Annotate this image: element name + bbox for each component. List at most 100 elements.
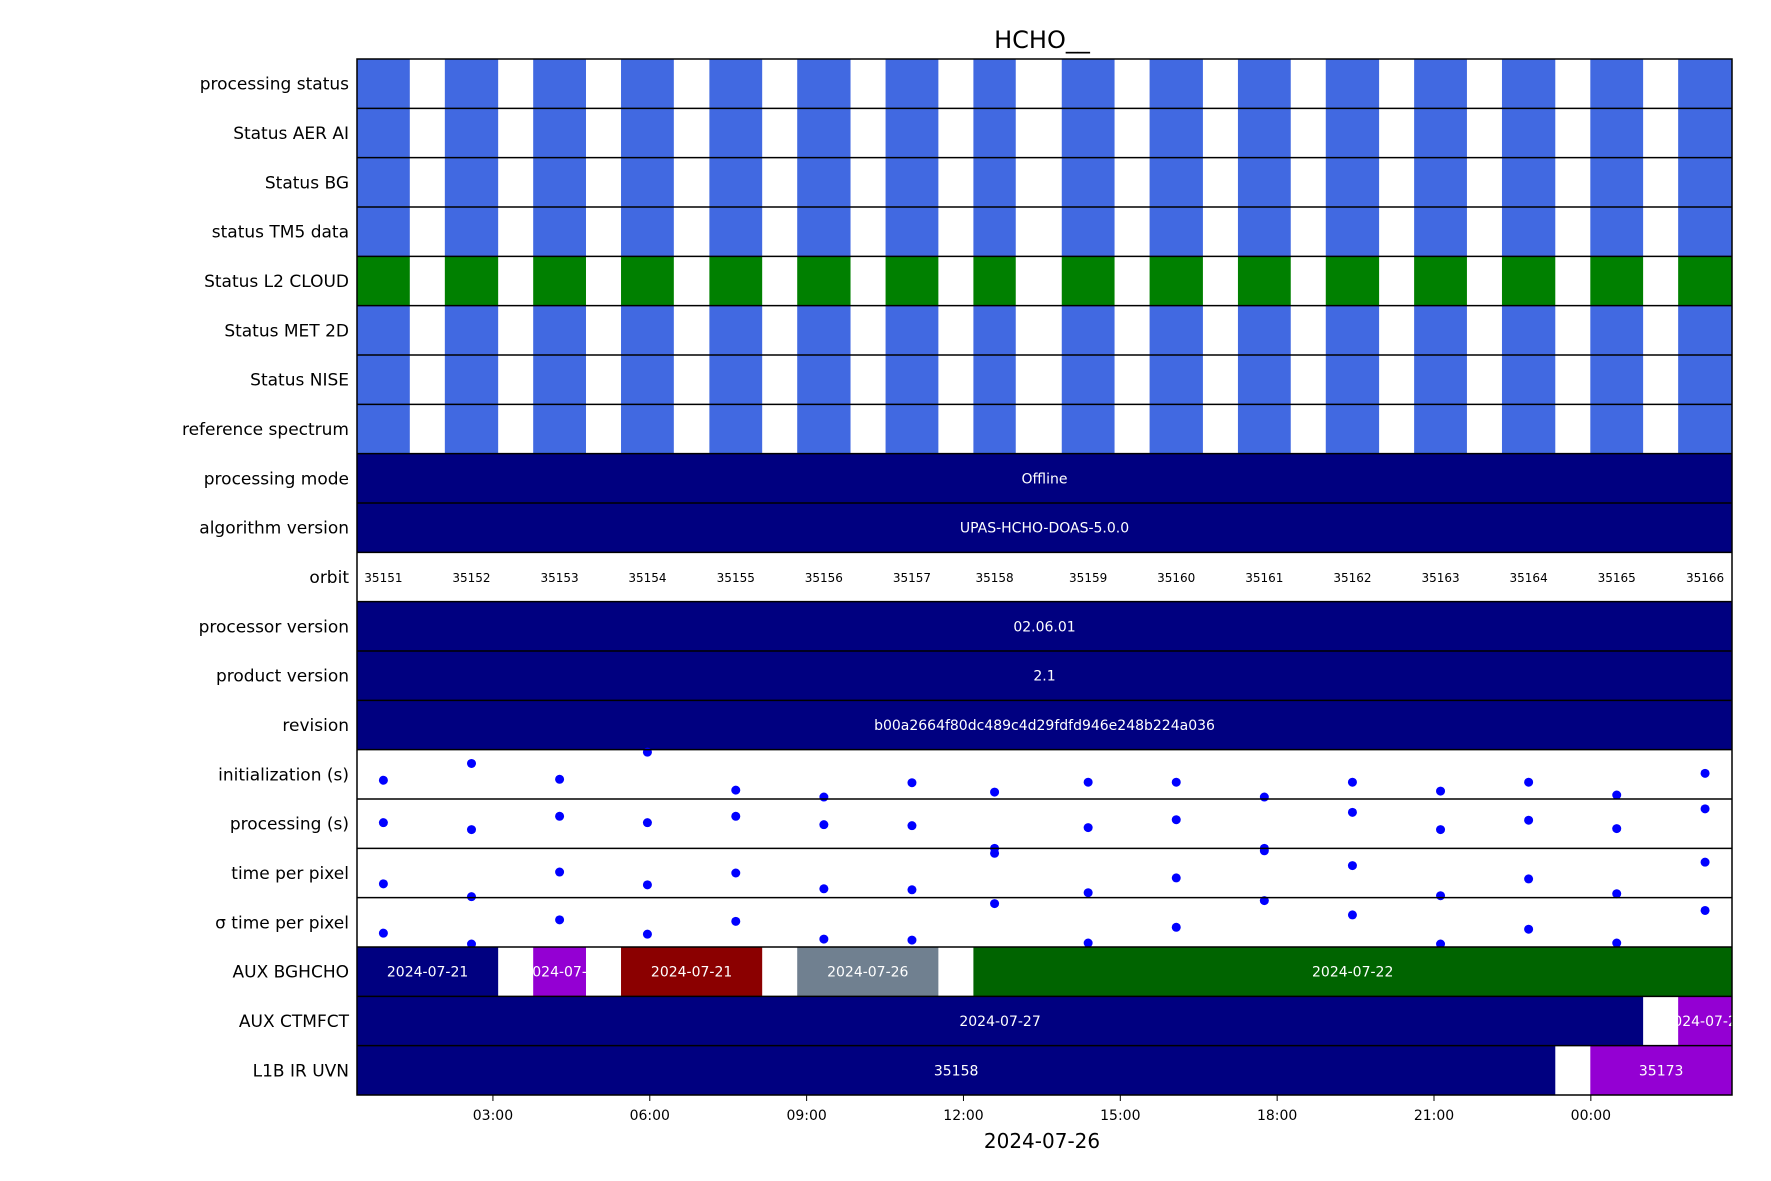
status-bar (973, 108, 1016, 158)
row-label: L1B IR UVN (253, 1061, 349, 1081)
status-bar (1414, 157, 1467, 207)
aux-segment-label: 2024-07-2 (523, 965, 595, 981)
data-point (466, 825, 476, 835)
x-tick-label: 21:00 (1414, 1108, 1454, 1124)
status-bar (797, 157, 851, 207)
status-bar (797, 256, 851, 306)
data-point (642, 818, 652, 828)
orbit-number: 35161 (1245, 571, 1283, 585)
row-label: time per pixel (231, 864, 349, 884)
status-bar (533, 256, 586, 306)
status-bar (357, 157, 410, 207)
status-bar (1501, 59, 1556, 109)
status-bar (621, 207, 674, 257)
status-bar (1678, 157, 1732, 207)
data-point (1171, 777, 1181, 787)
row-label: product version (216, 667, 349, 687)
data-point (1171, 922, 1181, 932)
data-point (819, 934, 829, 944)
data-point (1700, 905, 1710, 915)
aux-segment-label: 35158 (934, 1063, 979, 1079)
data-point (555, 811, 565, 821)
data-point (819, 884, 829, 894)
status-bar (1501, 108, 1556, 158)
row-label: Status AER AI (233, 124, 349, 144)
row-label: processing status (200, 75, 349, 95)
orbit-number: 35164 (1510, 571, 1548, 585)
status-bar (973, 59, 1016, 109)
status-bar (797, 355, 851, 405)
data-point (1524, 874, 1534, 884)
status-bar (1414, 59, 1467, 109)
status-bar (1237, 108, 1291, 158)
status-bar (797, 59, 851, 109)
aux-segment (797, 947, 939, 997)
aux-segment (533, 947, 586, 997)
status-bar (1678, 207, 1732, 257)
status-bar (797, 305, 851, 355)
status-bar (1325, 256, 1380, 306)
orbit-number: 35159 (1069, 571, 1107, 585)
status-bar (533, 404, 586, 454)
x-tick-label: 12:00 (943, 1108, 983, 1124)
orbit-number: 35156 (805, 571, 843, 585)
status-bar (444, 256, 499, 306)
status-bar (1325, 157, 1380, 207)
data-point (1347, 910, 1357, 920)
status-bar (973, 305, 1016, 355)
status-bar (621, 404, 674, 454)
aux-segment-label: 024-07-2 (1673, 1014, 1737, 1030)
data-point (466, 758, 476, 768)
data-point (555, 867, 565, 877)
status-bar (1678, 256, 1732, 306)
data-point (1524, 777, 1534, 787)
data-point (1524, 815, 1534, 825)
status-bar (1237, 157, 1291, 207)
status-bar (1590, 256, 1644, 306)
status-bar (1414, 108, 1467, 158)
row-label: Status BG (265, 173, 349, 193)
status-bar (1237, 256, 1291, 306)
data-point (731, 811, 741, 821)
orbit-number: 35163 (1421, 571, 1459, 585)
status-bar (797, 404, 851, 454)
status-bar (973, 404, 1016, 454)
status-bar (533, 207, 586, 257)
x-tick-label: 06:00 (630, 1108, 670, 1124)
data-point (907, 821, 917, 831)
aux-segment-label: 2024-07-22 (1312, 965, 1393, 981)
status-bar (1414, 404, 1467, 454)
data-point (907, 885, 917, 895)
status-bar (1061, 59, 1115, 109)
status-bar (1590, 157, 1644, 207)
aux-segment (1590, 1045, 1732, 1095)
band-fill (357, 651, 1732, 701)
status-bar (444, 59, 499, 109)
aux-segment (1678, 996, 1732, 1046)
row-label: AUX BGHCHO (233, 963, 349, 983)
data-point (1083, 888, 1093, 898)
status-bar (709, 404, 763, 454)
orbit-number: 35158 (975, 571, 1013, 585)
status-bar (1237, 305, 1291, 355)
status-bar (1149, 108, 1203, 158)
status-bar (1325, 108, 1380, 158)
data-point (731, 868, 741, 878)
orbit-number: 35165 (1598, 571, 1636, 585)
status-bar (1590, 108, 1644, 158)
orbit-number: 35155 (717, 571, 755, 585)
status-bar (1501, 157, 1556, 207)
orbit-number: 35154 (628, 571, 666, 585)
status-bar (1061, 404, 1115, 454)
data-point (555, 915, 565, 925)
row-label: Status NISE (250, 371, 349, 391)
status-bar (1149, 59, 1203, 109)
data-point (990, 899, 1000, 909)
row-label: reference spectrum (182, 420, 349, 440)
status-bar (1061, 207, 1115, 257)
data-point (378, 879, 388, 889)
status-bar (533, 108, 586, 158)
data-point (990, 848, 1000, 858)
status-bar (357, 355, 410, 405)
